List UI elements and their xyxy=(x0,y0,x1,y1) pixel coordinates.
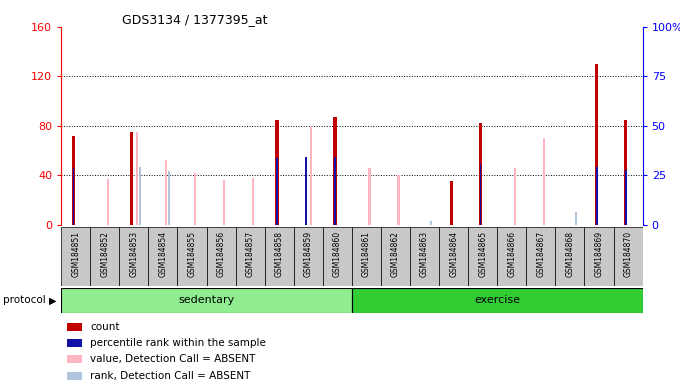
Text: GSM184867: GSM184867 xyxy=(537,231,545,278)
Text: GSM184859: GSM184859 xyxy=(304,231,313,278)
Bar xyxy=(333,117,337,225)
Text: GSM184869: GSM184869 xyxy=(594,231,603,278)
Bar xyxy=(468,227,497,286)
Bar xyxy=(252,178,254,225)
Bar xyxy=(543,138,545,225)
Text: GSM184868: GSM184868 xyxy=(566,231,575,277)
Text: GSM184858: GSM184858 xyxy=(275,231,284,277)
Bar xyxy=(148,227,177,286)
Bar xyxy=(397,175,400,225)
Bar xyxy=(61,288,352,313)
Text: GSM184856: GSM184856 xyxy=(217,231,226,278)
Bar xyxy=(352,227,381,286)
Text: GSM184851: GSM184851 xyxy=(71,231,80,277)
Bar xyxy=(107,179,109,225)
Bar xyxy=(73,168,74,225)
Bar xyxy=(276,158,277,225)
Bar xyxy=(368,168,371,225)
Bar xyxy=(275,119,279,225)
Bar xyxy=(479,123,482,225)
Bar xyxy=(305,157,307,225)
Bar xyxy=(90,227,120,286)
Text: GSM184866: GSM184866 xyxy=(507,231,516,278)
Text: GSM184853: GSM184853 xyxy=(129,231,138,278)
Text: ▶: ▶ xyxy=(49,295,56,306)
Bar xyxy=(310,126,312,225)
Bar xyxy=(67,323,82,331)
Bar xyxy=(497,227,526,286)
Text: GSM184865: GSM184865 xyxy=(478,231,487,278)
Bar xyxy=(585,227,613,286)
Text: GSM184862: GSM184862 xyxy=(391,231,400,277)
Bar xyxy=(67,355,82,363)
Bar xyxy=(67,372,82,379)
Bar xyxy=(235,227,265,286)
Bar xyxy=(449,181,453,225)
Bar xyxy=(177,227,207,286)
Text: protocol: protocol xyxy=(3,295,46,306)
Bar xyxy=(71,136,75,225)
Bar xyxy=(207,227,235,286)
Bar xyxy=(575,212,577,225)
Text: rank, Detection Call = ABSENT: rank, Detection Call = ABSENT xyxy=(90,371,251,381)
Text: GDS3134 / 1377395_at: GDS3134 / 1377395_at xyxy=(122,13,268,26)
Bar xyxy=(479,164,481,225)
Bar xyxy=(67,339,82,347)
Bar xyxy=(165,161,167,225)
Text: GSM184864: GSM184864 xyxy=(449,231,458,278)
Bar xyxy=(223,180,225,225)
Bar xyxy=(595,64,598,225)
Bar xyxy=(323,227,352,286)
Bar xyxy=(139,167,141,225)
Bar xyxy=(265,227,294,286)
Text: exercise: exercise xyxy=(474,295,520,306)
Bar xyxy=(556,227,585,286)
Bar xyxy=(61,227,90,286)
Bar xyxy=(130,132,133,225)
Bar xyxy=(430,221,432,225)
Text: GSM184863: GSM184863 xyxy=(420,231,429,278)
Bar xyxy=(596,167,598,225)
Text: GSM184857: GSM184857 xyxy=(245,231,254,278)
Text: GSM184870: GSM184870 xyxy=(624,231,632,278)
Text: GSM184860: GSM184860 xyxy=(333,231,342,278)
Bar xyxy=(334,157,336,225)
Bar xyxy=(194,173,196,225)
Bar xyxy=(439,227,468,286)
Text: count: count xyxy=(90,322,120,332)
Text: percentile rank within the sample: percentile rank within the sample xyxy=(90,338,266,348)
Text: GSM184854: GSM184854 xyxy=(158,231,167,278)
Bar xyxy=(169,172,170,225)
Text: GSM184855: GSM184855 xyxy=(188,231,197,278)
Bar xyxy=(381,227,410,286)
Bar xyxy=(135,132,138,225)
Bar xyxy=(526,227,556,286)
Text: value, Detection Call = ABSENT: value, Detection Call = ABSENT xyxy=(90,354,256,364)
Text: GSM184861: GSM184861 xyxy=(362,231,371,277)
Text: GSM184852: GSM184852 xyxy=(101,231,109,277)
Bar xyxy=(625,170,626,225)
Bar xyxy=(120,227,148,286)
Bar xyxy=(624,119,628,225)
Text: sedentary: sedentary xyxy=(178,295,235,306)
Bar xyxy=(294,227,323,286)
Bar xyxy=(410,227,439,286)
Bar xyxy=(613,227,643,286)
Bar xyxy=(513,168,516,225)
Bar xyxy=(352,288,643,313)
